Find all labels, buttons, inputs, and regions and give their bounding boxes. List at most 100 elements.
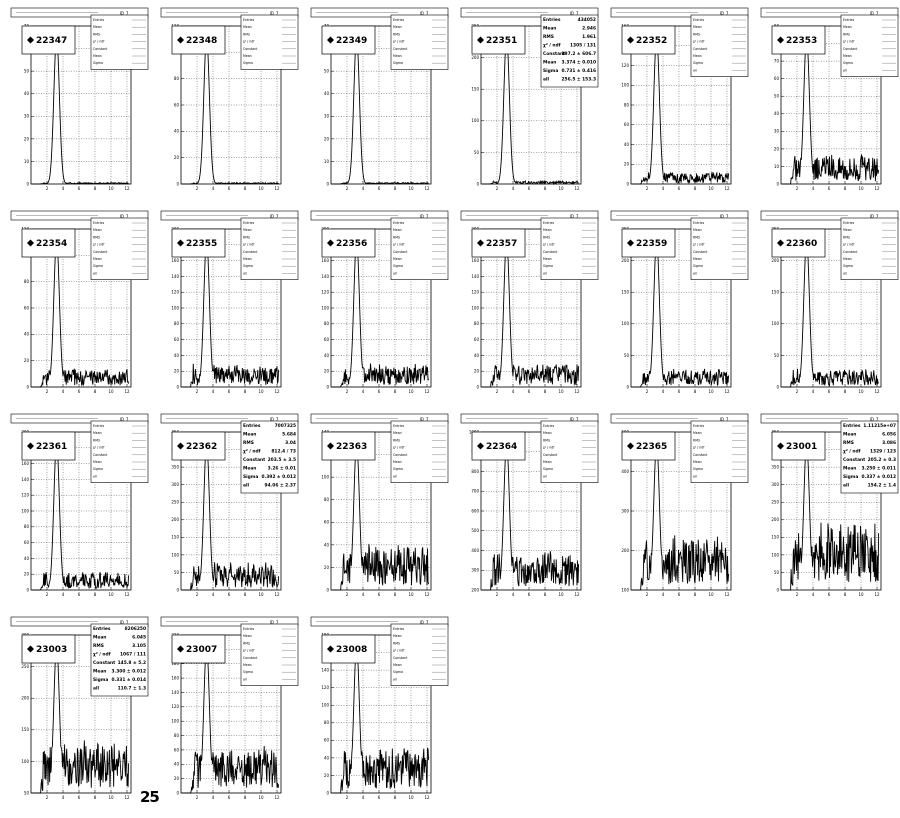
stats-value: 3.04 xyxy=(285,440,296,446)
x-tick-label: 2 xyxy=(196,389,199,394)
x-tick-label: 12 xyxy=(874,592,880,597)
y-tick-label: 200 xyxy=(171,517,179,522)
x-tick-label: 6 xyxy=(78,795,81,800)
stats-label: all xyxy=(393,271,397,275)
y-tick-label: 20 xyxy=(24,136,30,141)
x-tick-label: 4 xyxy=(812,592,815,597)
y-tick-label: 140 xyxy=(21,477,29,482)
histogram-svg: ID_724681012020406080100120140160180200E… xyxy=(310,210,449,394)
stats-label: Entries xyxy=(93,626,111,632)
stats-label: χ² / ndf xyxy=(393,649,405,653)
x-tick-label: 2 xyxy=(646,186,649,191)
y-tick-label: 350 xyxy=(171,465,179,470)
stats-value: 3.250 ± 0.011 xyxy=(861,466,896,472)
x-tick-label: 12 xyxy=(424,186,430,191)
y-tick-label: 40 xyxy=(324,353,330,358)
histogram-trace xyxy=(32,442,130,591)
stats-label: Entries xyxy=(843,221,854,225)
x-tick-label: 4 xyxy=(662,389,665,394)
stats-box xyxy=(90,623,149,697)
histogram-svg: ID_724681012020406080100120140EntriesMea… xyxy=(310,413,449,597)
histogram-panel: ID_724681012050100150200250Entries434052… xyxy=(458,6,608,209)
run-number: 22353 xyxy=(786,36,817,46)
y-tick-label: 200 xyxy=(621,258,629,263)
diamond-marker-icon xyxy=(327,645,334,653)
y-tick-label: 120 xyxy=(321,290,329,295)
x-tick-label: 12 xyxy=(274,389,280,394)
stats-label: Mean xyxy=(843,257,852,261)
y-tick-label: 100 xyxy=(321,305,329,310)
x-tick-label: 2 xyxy=(796,186,799,191)
diamond-marker-icon xyxy=(627,36,634,44)
x-tick-label: 12 xyxy=(124,186,130,191)
stats-label: Sigma xyxy=(93,61,103,65)
stats-label: Mean xyxy=(93,669,106,675)
x-tick-label: 12 xyxy=(124,795,130,800)
stats-label: Constant xyxy=(543,453,558,457)
y-tick-label: 150 xyxy=(621,290,629,295)
y-tick-label: 0 xyxy=(326,587,329,592)
x-tick-label: 2 xyxy=(796,592,799,597)
y-tick-label: 160 xyxy=(321,258,329,263)
run-number: 22359 xyxy=(636,239,667,249)
histogram-trace xyxy=(182,645,280,794)
x-tick-label: 8 xyxy=(244,795,247,800)
stats-label: Sigma xyxy=(693,264,703,268)
x-tick-label: 8 xyxy=(244,389,247,394)
stats-value: 3.374 ± 0.010 xyxy=(561,60,596,66)
stats-label: Constant xyxy=(393,453,408,457)
y-tick-label: 60 xyxy=(474,337,480,342)
y-tick-label: 60 xyxy=(24,305,30,310)
stats-box xyxy=(240,623,299,686)
stats-label: all xyxy=(243,677,247,681)
x-tick-label: 4 xyxy=(362,795,365,800)
x-tick-label: 2 xyxy=(346,389,349,394)
histogram-panel: ID_724681012020406080100120140160180200E… xyxy=(158,209,308,412)
histogram-trace xyxy=(632,442,730,591)
stats-label: Mean xyxy=(543,60,556,66)
x-tick-label: 6 xyxy=(678,389,681,394)
histogram-panel: ID_724681012020406080100120140160180200E… xyxy=(8,412,158,615)
x-tick-label: 8 xyxy=(94,186,97,191)
stats-label: Constant xyxy=(843,457,865,463)
hist-name: ID_7 xyxy=(720,11,729,16)
stats-label: Constant xyxy=(93,660,115,666)
x-tick-label: 12 xyxy=(574,389,580,394)
stats-label: Mean xyxy=(93,54,102,58)
stats-box xyxy=(390,623,449,686)
x-tick-label: 2 xyxy=(646,592,649,597)
stats-box xyxy=(690,217,749,280)
stats-label: Entries xyxy=(393,221,404,225)
stats-label: Constant xyxy=(843,47,858,51)
x-tick-label: 8 xyxy=(394,186,397,191)
x-tick-label: 12 xyxy=(724,592,730,597)
stats-value: 145.8 ± 5.2 xyxy=(118,660,146,666)
x-tick-label: 8 xyxy=(844,186,847,191)
histogram-svg: ID_724681012010203040506070EntriesMeanRM… xyxy=(10,7,149,191)
stats-value: 8206250 xyxy=(125,626,146,632)
y-tick-label: 100 xyxy=(471,118,479,123)
y-tick-label: 80 xyxy=(174,76,180,81)
stats-label: all xyxy=(843,271,847,275)
x-tick-label: 10 xyxy=(408,389,414,394)
x-tick-label: 12 xyxy=(724,186,730,191)
x-tick-label: 4 xyxy=(812,186,815,191)
stats-label: Mean xyxy=(393,634,402,638)
histogram-trace xyxy=(332,239,430,388)
x-tick-label: 4 xyxy=(62,592,65,597)
y-tick-label: 60 xyxy=(174,337,180,342)
histogram-panel: ID_724681012020406080100120140160Entries… xyxy=(608,6,758,209)
x-tick-label: 10 xyxy=(408,186,414,191)
hist-name: ID_7 xyxy=(720,214,729,219)
x-tick-label: 6 xyxy=(228,186,231,191)
diamond-marker-icon xyxy=(777,36,784,44)
y-tick-label: 300 xyxy=(621,508,629,513)
y-tick-label: 70 xyxy=(774,59,780,64)
stats-value: 256.5 ± 153.3 xyxy=(561,77,596,83)
stats-label: Constant xyxy=(393,250,408,254)
stats-label: Constant xyxy=(243,656,258,660)
stats-label: Mean xyxy=(93,635,106,641)
y-tick-label: 800 xyxy=(471,469,479,474)
hist-name: ID_7 xyxy=(570,214,579,219)
histogram-trace xyxy=(332,36,429,185)
